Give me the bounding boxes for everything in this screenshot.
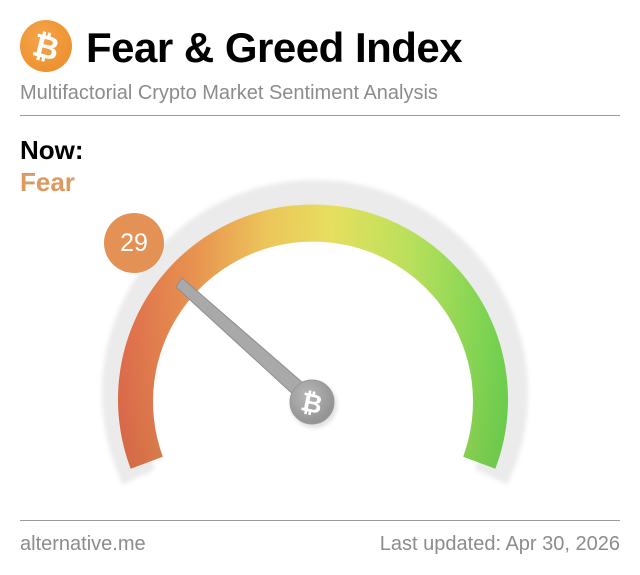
gauge-hub: [289, 379, 335, 425]
divider-bottom: [20, 520, 620, 521]
page-subtitle: Multifactorial Crypto Market Sentiment A…: [20, 82, 438, 104]
page-title: Fear & Greed Index: [86, 24, 463, 71]
gauge-arc-shading: [117, 204, 508, 469]
source-link[interactable]: alternative.me: [20, 533, 146, 555]
last-updated: Last updated: Apr 30, 2026: [379, 533, 620, 555]
divider-top: [20, 115, 620, 116]
sentiment-classification: Fear: [20, 167, 75, 197]
now-label: Now:: [20, 135, 84, 165]
index-value: 29: [120, 228, 148, 257]
bitcoin-logo-icon: ₿: [20, 20, 72, 72]
value-badge: 29: [104, 213, 164, 273]
